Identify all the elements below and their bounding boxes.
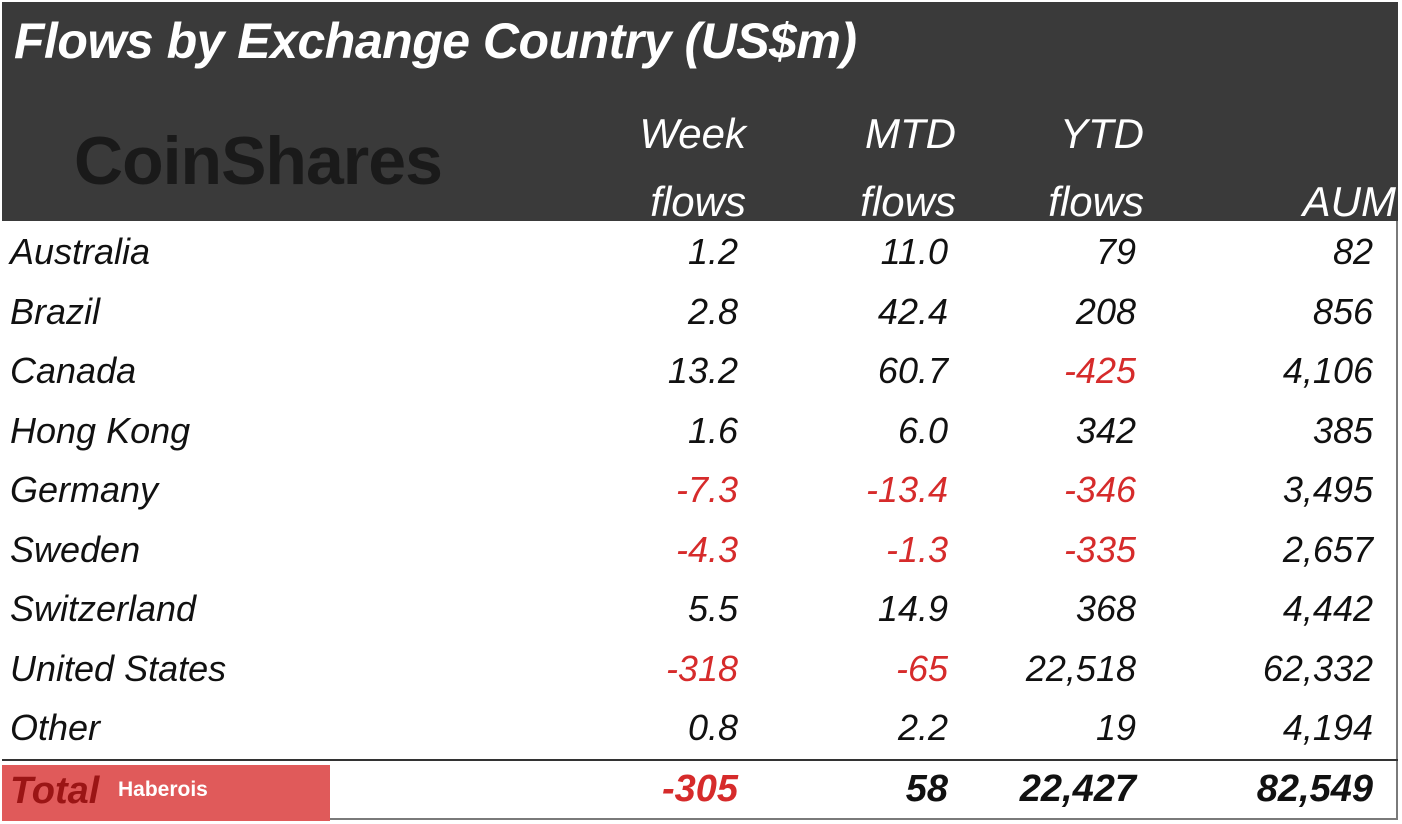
cell-ytd: 368 — [1075, 588, 1136, 629]
total-aum: 82,549 — [1256, 768, 1373, 810]
cell-ytd: 208 — [1075, 291, 1136, 332]
cell-week: -318 — [665, 648, 738, 689]
cell-week: -4.3 — [675, 529, 738, 570]
row-label: Australia — [10, 231, 151, 272]
table-title: Flows by Exchange Country (US$m) — [14, 13, 857, 69]
cell-mtd: 14.9 — [877, 588, 948, 629]
row-label: Other — [10, 707, 101, 748]
cell-mtd: 11.0 — [880, 231, 948, 272]
cell-week: -7.3 — [675, 469, 738, 510]
total-highlight — [2, 765, 330, 821]
cell-aum: 62,332 — [1262, 648, 1373, 689]
cell-aum: 4,106 — [1282, 350, 1373, 391]
row-label: Sweden — [10, 529, 141, 570]
cell-aum: 856 — [1312, 291, 1373, 332]
cell-mtd: 42.4 — [877, 291, 948, 332]
row-label: Hong Kong — [10, 410, 191, 451]
cell-mtd: -65 — [895, 648, 948, 689]
cell-ytd: 22,518 — [1025, 648, 1136, 689]
cell-ytd: 19 — [1095, 707, 1136, 748]
cell-week: 2.8 — [687, 291, 738, 332]
cell-aum: 2,657 — [1282, 529, 1373, 570]
cell-aum: 385 — [1312, 410, 1373, 451]
coinshares-logo: CoinShares — [74, 123, 443, 199]
row-label: Canada — [10, 350, 137, 391]
table-header: Flows by Exchange Country (US$m) CoinSha… — [2, 2, 1398, 225]
cell-week: 0.8 — [687, 707, 738, 748]
cell-mtd: 6.0 — [897, 410, 948, 451]
total-week: -305 — [661, 768, 738, 810]
cell-mtd: -1.3 — [885, 529, 948, 570]
cell-mtd: -13.4 — [865, 469, 948, 510]
cell-aum: 82 — [1332, 231, 1373, 272]
total-mtd: 58 — [905, 768, 948, 810]
cell-aum: 4,194 — [1282, 707, 1373, 748]
cell-week: 13.2 — [667, 350, 738, 391]
row-label: United States — [10, 648, 227, 689]
watermark-text: Haberois — [118, 778, 208, 801]
total-divider — [2, 759, 1398, 761]
column-header-aum: AUM — [1302, 178, 1396, 225]
row-label: Switzerland — [10, 588, 197, 629]
cell-week: 1.2 — [687, 231, 738, 272]
cell-mtd: 2.2 — [897, 707, 948, 748]
cell-mtd: 60.7 — [877, 350, 948, 391]
cell-ytd: 79 — [1095, 231, 1136, 272]
cell-ytd: -425 — [1063, 350, 1136, 391]
column-header-ytd: YTD flows — [1048, 110, 1144, 225]
cell-week: 5.5 — [687, 588, 738, 629]
cell-aum: 3,495 — [1282, 469, 1373, 510]
cell-aum: 4,442 — [1282, 588, 1373, 629]
total-label: Total — [10, 770, 100, 812]
cell-ytd: 342 — [1075, 410, 1136, 451]
column-header-mtd: MTD flows — [860, 110, 956, 225]
row-label: Brazil — [10, 291, 101, 332]
column-header-week: Week flows — [639, 110, 746, 225]
cell-ytd: -335 — [1063, 529, 1136, 570]
row-label: Germany — [10, 469, 159, 510]
cell-week: 1.6 — [687, 410, 738, 451]
total-ytd: 22,427 — [1019, 768, 1136, 810]
cell-ytd: -346 — [1063, 469, 1136, 510]
